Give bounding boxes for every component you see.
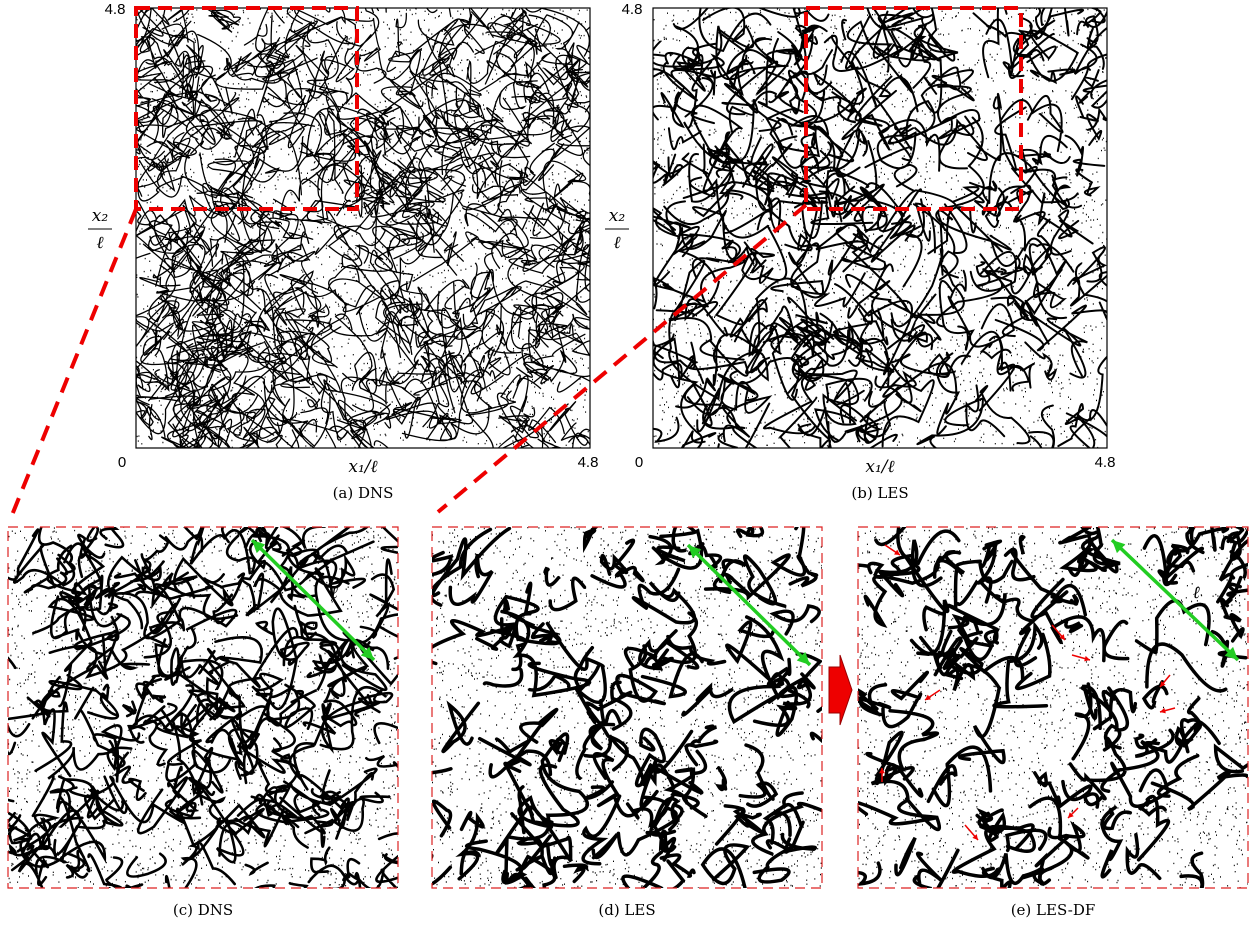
marker-arrow-head bbox=[879, 768, 885, 774]
marker-arrow-head bbox=[1068, 812, 1074, 818]
x-tick-label: 4.8 bbox=[1095, 454, 1116, 471]
arrow-head bbox=[688, 545, 702, 559]
length-label: ℓ bbox=[331, 583, 338, 603]
marker-arrow-head bbox=[1160, 681, 1166, 687]
arrow-head bbox=[1224, 646, 1238, 660]
particle-dots bbox=[8, 527, 398, 888]
marker-arrow-head bbox=[1059, 634, 1065, 640]
marker-arrow-head bbox=[972, 834, 978, 840]
particle-filaments bbox=[136, 8, 590, 448]
zoom-box bbox=[134, 6, 359, 211]
length-label: ℓ bbox=[767, 588, 774, 608]
transition-arrow bbox=[828, 654, 853, 726]
caption: (d) LES bbox=[598, 901, 655, 919]
panel-frame bbox=[7, 526, 399, 889]
zoom-box bbox=[804, 6, 1023, 211]
x-tick-label: 0 bbox=[118, 454, 126, 471]
y-axis-denominator: ℓ bbox=[96, 233, 103, 253]
marker-arrow-head bbox=[894, 549, 900, 555]
particle-texture bbox=[136, 8, 590, 448]
x-tick-label: 0 bbox=[635, 454, 643, 471]
length-arrow bbox=[1110, 538, 1240, 662]
marker-arrow-head bbox=[1160, 707, 1166, 714]
zoom-connector bbox=[436, 203, 808, 514]
caption: (e) LES-DF bbox=[1011, 901, 1096, 919]
arrow-head bbox=[252, 540, 266, 554]
caption: (c) DNS bbox=[173, 901, 233, 919]
length-arrow bbox=[686, 543, 812, 667]
y-axis-denominator: ℓ bbox=[613, 233, 620, 253]
particle-texture bbox=[8, 527, 398, 888]
particle-dots bbox=[136, 8, 590, 448]
x-tick-label: 4.8 bbox=[578, 454, 599, 471]
length-arrow bbox=[250, 538, 376, 662]
particle-filaments bbox=[432, 527, 822, 888]
caption: (a) DNS bbox=[333, 484, 394, 502]
y-axis-numerator: x₂ bbox=[92, 206, 109, 226]
particle-dots bbox=[432, 527, 822, 888]
arrow-head bbox=[1112, 540, 1126, 554]
arrow-head bbox=[360, 646, 374, 660]
x-axis-label: x₁/ℓ bbox=[348, 457, 377, 477]
y-tick-label: 4.8 bbox=[105, 1, 126, 18]
panel-frame bbox=[431, 526, 823, 889]
panel-frame bbox=[135, 7, 591, 449]
y-tick-label: 4.8 bbox=[622, 1, 643, 18]
caption: (b) LES bbox=[851, 484, 908, 502]
zoom-connector bbox=[8, 208, 138, 521]
marker-arrow-head bbox=[1084, 655, 1090, 662]
panel-frame bbox=[857, 526, 1249, 889]
y-axis-numerator: x₂ bbox=[609, 206, 626, 226]
x-axis-label: x₁/ℓ bbox=[865, 457, 894, 477]
arrow-head bbox=[796, 651, 810, 665]
marker-arrow-head bbox=[925, 694, 931, 700]
particle-texture bbox=[858, 527, 1248, 888]
particle-texture bbox=[432, 527, 822, 888]
particle-dots bbox=[858, 527, 1248, 888]
length-label: ℓ bbox=[1193, 583, 1200, 603]
